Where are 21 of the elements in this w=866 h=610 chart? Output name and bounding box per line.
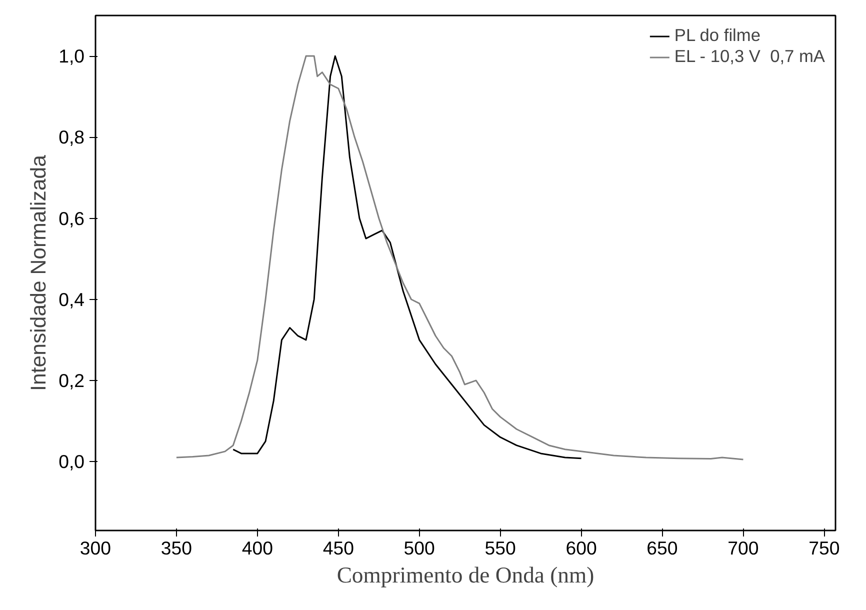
y-tick-label: 0,0	[58, 451, 85, 472]
x-tick-label: 400	[242, 538, 274, 558]
x-tick-label: 650	[646, 538, 678, 558]
x-tick-label: 300	[80, 538, 112, 558]
x-tick-label: 550	[484, 538, 516, 558]
x-tick-label: 350	[160, 538, 192, 558]
x-tick-label: 700	[728, 538, 759, 558]
y-tick-label: 0,6	[58, 208, 85, 229]
line-series	[232, 55, 582, 460]
y-tick-label: 0,2	[58, 370, 85, 391]
y-tick-label: 0,4	[58, 288, 85, 310]
legend-label: EL - 10,3 V 0,7 mA	[674, 46, 825, 67]
x-tick-label: 600	[566, 538, 597, 558]
x-tick-label: 750	[808, 538, 840, 558]
x-axis-title: Comprimento de Onda (nm)	[336, 562, 594, 588]
y-axis-title: Intensidade Normalizada	[26, 154, 51, 391]
y-tick-label: 0,8	[58, 126, 85, 148]
x-tick-label: 450	[322, 538, 354, 558]
x-tick-label: 500	[404, 538, 435, 558]
legend-label: PL do filme	[674, 25, 760, 46]
y-tick-label: 1,0	[58, 46, 85, 67]
